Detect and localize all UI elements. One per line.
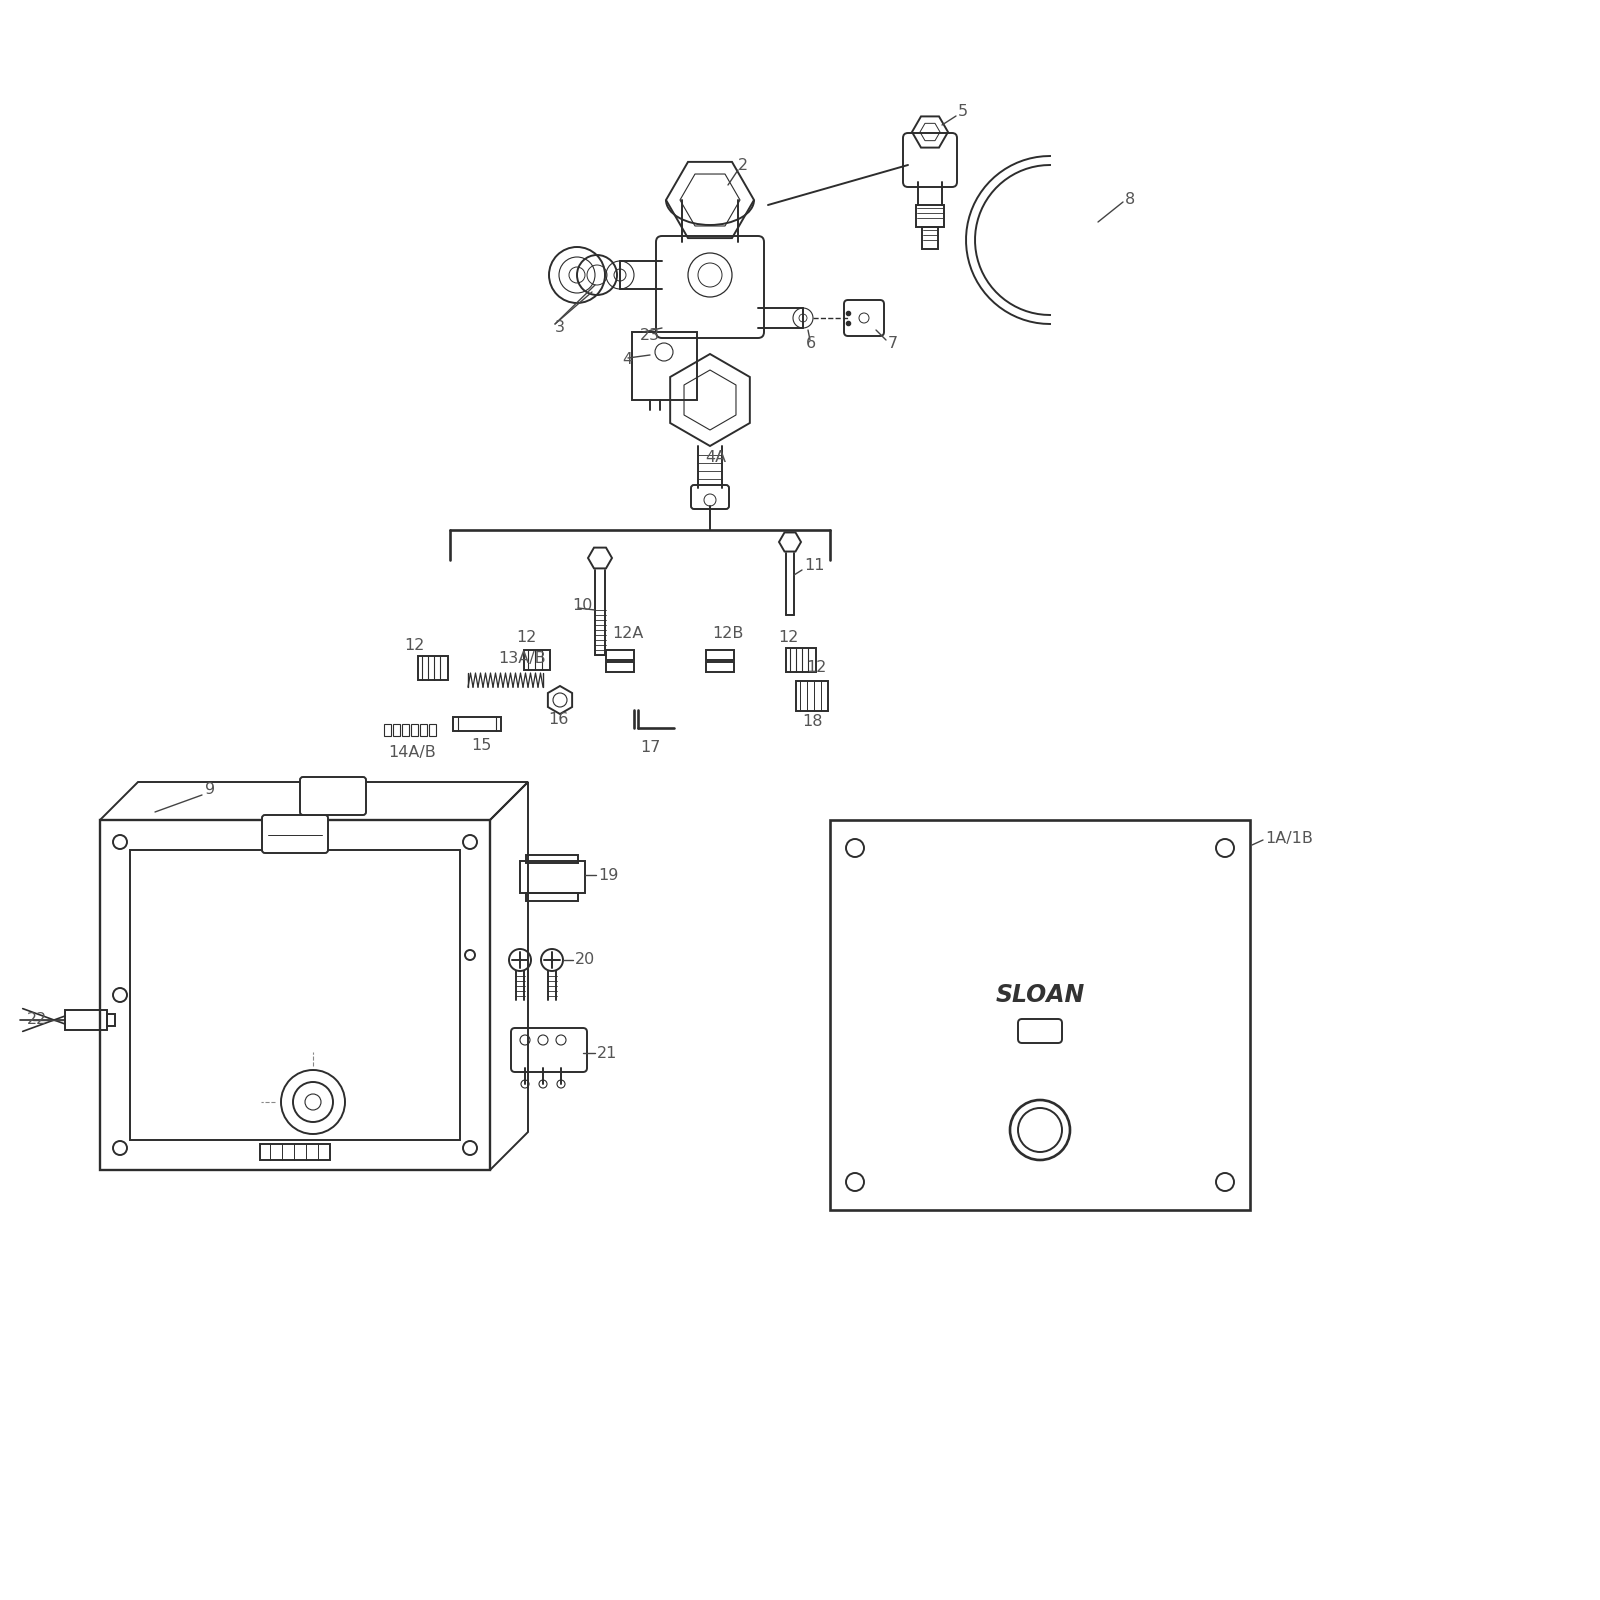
Text: 6: 6 bbox=[806, 336, 816, 350]
Bar bbox=[797, 682, 829, 710]
Bar bbox=[107, 1014, 115, 1026]
Bar bbox=[429, 723, 435, 736]
Bar bbox=[66, 1010, 107, 1030]
Bar bbox=[419, 723, 427, 736]
Bar bbox=[606, 662, 634, 672]
Bar bbox=[632, 333, 698, 400]
Text: 8: 8 bbox=[1125, 192, 1136, 208]
Text: 12: 12 bbox=[515, 630, 536, 645]
Text: 12B: 12B bbox=[712, 626, 744, 640]
Bar bbox=[418, 656, 448, 680]
Bar bbox=[520, 861, 586, 893]
Bar bbox=[706, 662, 734, 672]
Bar bbox=[411, 723, 418, 736]
Bar bbox=[786, 648, 816, 672]
Bar bbox=[394, 723, 400, 736]
Text: 15: 15 bbox=[470, 739, 491, 754]
Text: 17: 17 bbox=[640, 741, 661, 755]
Text: 1A/1B: 1A/1B bbox=[1266, 830, 1314, 845]
Text: 13A/B: 13A/B bbox=[498, 651, 546, 666]
Bar bbox=[453, 717, 501, 731]
Bar bbox=[922, 227, 938, 250]
Bar bbox=[525, 650, 550, 670]
Text: 20: 20 bbox=[574, 952, 595, 968]
Bar bbox=[130, 850, 461, 1139]
Bar bbox=[915, 205, 944, 227]
Text: 3: 3 bbox=[555, 320, 565, 336]
Text: 23: 23 bbox=[640, 328, 661, 344]
Bar bbox=[526, 854, 578, 862]
Text: 19: 19 bbox=[598, 867, 618, 883]
Bar bbox=[706, 650, 734, 659]
Text: 12A: 12A bbox=[611, 626, 643, 640]
Bar bbox=[606, 650, 634, 659]
Text: 12: 12 bbox=[806, 659, 826, 675]
Text: SLOAN: SLOAN bbox=[995, 982, 1085, 1006]
Text: 22: 22 bbox=[27, 1013, 48, 1027]
Bar bbox=[99, 819, 490, 1170]
Text: 21: 21 bbox=[597, 1045, 618, 1061]
Text: 12: 12 bbox=[778, 630, 798, 645]
Text: 7: 7 bbox=[888, 336, 898, 352]
FancyBboxPatch shape bbox=[301, 778, 366, 814]
Text: 4: 4 bbox=[622, 352, 632, 368]
Text: 10: 10 bbox=[573, 597, 592, 613]
Bar bbox=[259, 1144, 330, 1160]
Text: 14A/B: 14A/B bbox=[387, 744, 435, 760]
Bar bbox=[384, 723, 390, 736]
FancyBboxPatch shape bbox=[262, 814, 328, 853]
Bar bbox=[830, 819, 1250, 1210]
Bar bbox=[402, 723, 410, 736]
Text: 5: 5 bbox=[958, 104, 968, 120]
Text: 12: 12 bbox=[403, 638, 424, 653]
Bar bbox=[526, 893, 578, 901]
Text: 2: 2 bbox=[738, 157, 749, 173]
Text: 16: 16 bbox=[547, 712, 568, 728]
Text: 18: 18 bbox=[802, 714, 822, 728]
Text: 11: 11 bbox=[805, 557, 824, 573]
Text: 9: 9 bbox=[205, 782, 214, 797]
Text: 4A: 4A bbox=[706, 451, 726, 466]
